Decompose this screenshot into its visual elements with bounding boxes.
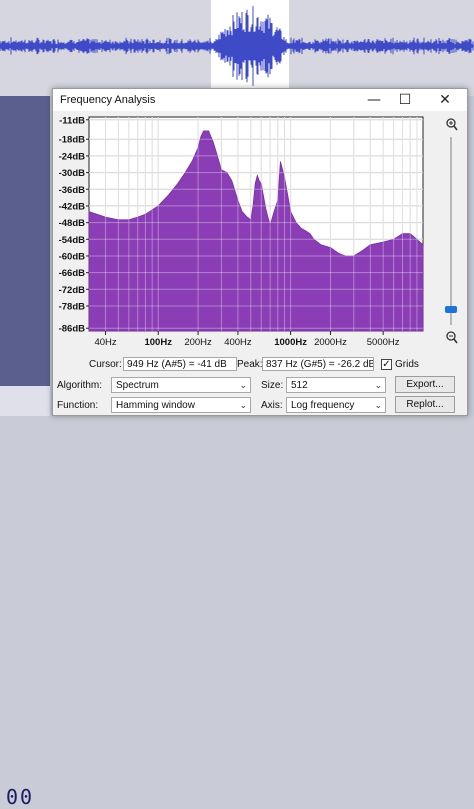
cursor-readout: 949 Hz (A#5) = -41 dB [123,357,237,371]
zoom-in-icon[interactable] [446,118,458,131]
algorithm-select[interactable]: Spectrum ⌄ [111,377,251,393]
chevron-down-icon: ⌄ [239,400,247,410]
grids-checkbox[interactable]: ✓ [381,359,392,370]
size-select[interactable]: 512 ⌄ [286,377,386,393]
size-label: Size: [261,380,284,391]
x-tick-label: 40Hz [94,337,116,348]
y-tick-label: -78dB [59,301,86,312]
frequency-analysis-dialog: Frequency Analysis — ☐ ✕ -11dB -18dB -24dB… [52,88,468,416]
spectrum-area [88,130,424,332]
y-tick-label: -30dB [59,168,86,179]
axis-label: Axis: [261,400,283,411]
y-tick-label: -48dB [59,218,86,229]
size-value: 512 [291,380,308,391]
y-tick-label: -66dB [59,268,86,279]
y-tick-label: -11dB [59,115,85,126]
function-select[interactable]: Hamming window ⌄ [111,397,251,413]
function-value: Hamming window [116,400,195,411]
y-tick-label: -54dB [59,235,86,246]
close-button[interactable]: ✕ [439,92,451,108]
replot-button[interactable]: Replot... [395,396,455,413]
chevron-down-icon: ⌄ [374,400,382,410]
y-tick-label: -18dB [59,135,86,146]
axis-value: Log frequency [291,400,355,411]
y-tick-label: -36dB [59,185,86,196]
zoom-out-icon[interactable] [446,331,458,344]
chevron-down-icon: ⌄ [239,380,247,390]
x-tick-label: 1000Hz [274,337,307,348]
export-button[interactable]: Export... [395,376,455,393]
x-tick-label: 100Hz [144,337,172,348]
time-readout: 00 [6,785,35,809]
algorithm-label: Algorithm: [57,380,103,391]
chevron-down-icon: ⌄ [374,380,382,390]
peak-label: Peak: [237,359,263,370]
selection-toolbar: 00 [0,386,50,809]
x-tick-label: 5000Hz [367,337,400,348]
peak-readout: 837 Hz (G#5) = -26.2 dB [262,357,374,371]
waveform [0,6,474,86]
minimize-button[interactable]: — [367,92,381,108]
zoom-slider-thumb[interactable] [445,306,457,313]
y-tick-label: -86dB [59,324,86,335]
x-tick-label: 400Hz [224,337,252,348]
x-tick-label: 2000Hz [314,337,347,348]
y-tick-label: -72dB [59,285,86,296]
y-tick-label: -60dB [59,251,86,262]
y-tick-label: -42dB [59,201,86,212]
spectrum-plot-area: -11dB -18dB -24dB -30dB -36dB -42dB -48dB -54dB… [59,115,458,348]
function-label: Function: [57,400,99,411]
x-tick-label: 200Hz [184,337,212,348]
grids-label: Grids [395,359,419,370]
waveform-samples [0,6,474,86]
dialog-titlebar[interactable]: Frequency Analysis — ☐ ✕ [53,89,467,111]
audio-track[interactable] [0,0,474,96]
cursor-label: Cursor: [89,359,122,370]
maximize-button[interactable]: ☐ [398,92,412,108]
axis-select[interactable]: Log frequency ⌄ [286,397,386,413]
track-control-panel [0,96,50,416]
algorithm-value: Spectrum [116,380,159,391]
dialog-title: Frequency Analysis [60,94,156,106]
y-tick-label: -24dB [59,151,86,162]
